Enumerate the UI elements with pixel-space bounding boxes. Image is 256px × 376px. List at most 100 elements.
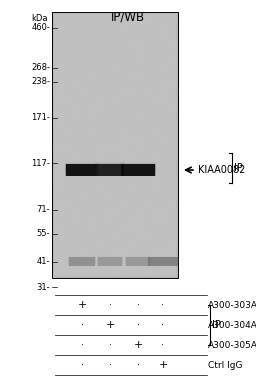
Point <box>69 232 73 238</box>
Point <box>74 225 78 231</box>
Point <box>57 254 61 260</box>
Point <box>149 83 153 89</box>
Point <box>87 39 91 45</box>
Point <box>123 84 127 90</box>
Point <box>92 272 97 278</box>
Point <box>89 271 93 277</box>
Point <box>74 98 78 104</box>
Point <box>74 172 78 178</box>
Bar <box>65 162 99 172</box>
Point <box>59 182 63 188</box>
Point <box>60 190 64 196</box>
Point <box>163 196 167 202</box>
Point <box>160 27 164 33</box>
Point <box>171 94 175 100</box>
Point <box>158 66 163 72</box>
Point <box>58 11 62 17</box>
Point <box>57 159 61 165</box>
Point <box>175 252 179 258</box>
Point <box>80 137 84 143</box>
Point <box>78 118 82 124</box>
Point <box>113 199 117 205</box>
Point <box>134 77 138 83</box>
Point <box>100 221 104 227</box>
Point <box>96 225 100 231</box>
Point <box>125 15 129 21</box>
Point <box>133 203 137 209</box>
Point <box>102 149 106 155</box>
Point <box>107 88 111 94</box>
Point <box>54 22 58 28</box>
Point <box>52 36 56 42</box>
Point <box>63 30 67 36</box>
Point <box>160 67 164 73</box>
Point <box>147 43 151 49</box>
Point <box>122 256 126 262</box>
Point <box>56 263 60 269</box>
Point <box>114 122 119 128</box>
Point <box>103 266 107 272</box>
Point <box>129 11 133 17</box>
Point <box>102 200 106 206</box>
Point <box>74 51 78 57</box>
Point <box>143 149 147 155</box>
Point <box>67 29 71 35</box>
Point <box>52 198 56 204</box>
Point <box>174 272 178 278</box>
Point <box>162 177 166 183</box>
Point <box>69 115 73 121</box>
Point <box>97 14 101 20</box>
Point <box>77 122 81 128</box>
Point <box>95 84 99 90</box>
Point <box>88 211 92 217</box>
Point <box>140 248 144 254</box>
Point <box>80 105 84 111</box>
Point <box>130 251 134 257</box>
Point <box>125 141 129 147</box>
Point <box>114 45 119 51</box>
Bar <box>96 164 124 176</box>
Point <box>95 26 100 32</box>
Point <box>103 42 108 48</box>
Point <box>80 89 84 95</box>
Point <box>54 132 58 138</box>
Point <box>125 258 129 264</box>
Point <box>138 118 142 124</box>
Bar <box>68 258 96 265</box>
Bar <box>69 256 95 265</box>
Point <box>165 86 169 92</box>
Point <box>86 38 90 44</box>
Point <box>134 100 138 106</box>
Bar <box>95 166 125 176</box>
Point <box>108 153 112 159</box>
Point <box>145 82 149 88</box>
Point <box>147 147 151 153</box>
Point <box>108 185 112 191</box>
Point <box>67 27 71 33</box>
Point <box>156 268 160 274</box>
Point <box>165 69 169 75</box>
Point <box>104 188 108 194</box>
Point <box>51 175 55 181</box>
Point <box>120 176 124 182</box>
Point <box>84 82 88 88</box>
Point <box>76 246 80 252</box>
Point <box>92 40 96 46</box>
Point <box>137 91 141 97</box>
Point <box>98 132 102 138</box>
Point <box>101 74 105 80</box>
Point <box>167 130 171 136</box>
Point <box>94 243 99 249</box>
Point <box>141 124 145 130</box>
Point <box>173 132 177 138</box>
Point <box>121 212 125 218</box>
Point <box>113 36 117 42</box>
Point <box>147 162 152 168</box>
Point <box>163 263 167 269</box>
Point <box>120 176 124 182</box>
Point <box>66 51 70 57</box>
Point <box>119 224 123 230</box>
Point <box>172 47 176 53</box>
Point <box>56 240 60 246</box>
Point <box>111 77 115 83</box>
